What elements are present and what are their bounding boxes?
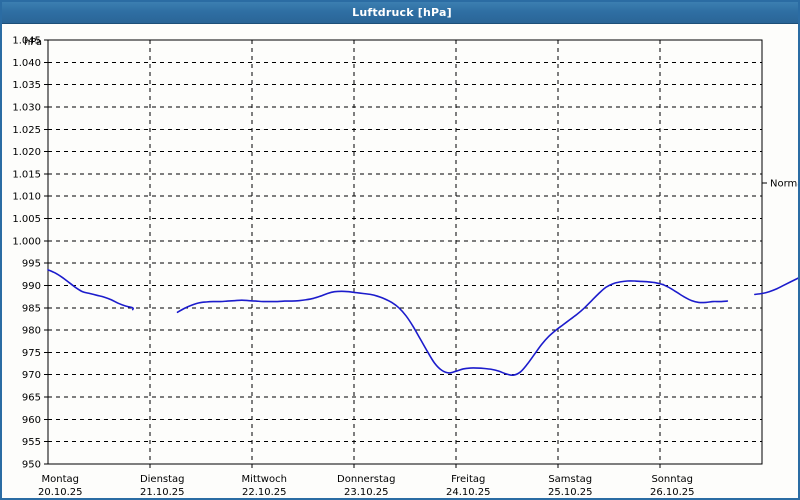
vertical-gridlines	[149, 40, 661, 468]
y-axis-tick-label: 1.005	[12, 214, 41, 225]
x-axis-date-label: 24.10.25	[446, 487, 491, 498]
series-line-segment	[47, 269, 134, 311]
y-axis-tick-labels: 1.045 1.040 1.035 1.030 1.025 1.020 1.015 1.010…	[12, 36, 41, 471]
y-axis-tick-label: 1.045	[12, 36, 41, 47]
y-axis-tick-label: 965	[22, 393, 41, 404]
y-axis-tick-label: 1.000	[12, 236, 41, 247]
y-axis-tick-label: 985	[22, 303, 41, 314]
y-axis-tick-label: 1.030	[12, 102, 41, 113]
x-axis-tick-labels: Montag 20.10.25 Dienstag 21.10.25 Mittwoch 22…	[38, 474, 695, 498]
y-axis-tick-label: 970	[22, 370, 41, 381]
x-axis-date-label: 23.10.25	[344, 487, 389, 498]
y-axis-tick-label: 1.010	[12, 192, 41, 203]
y-axis-tick-label: 1.025	[12, 125, 41, 136]
x-axis-day-label: Dienstag	[140, 474, 185, 485]
y-axis-tick-label: 960	[22, 415, 41, 426]
y-axis-tick-label: 1.015	[12, 169, 41, 180]
series-line-segment	[754, 277, 798, 296]
window-title-bar: Luftdruck [hPa]	[2, 2, 798, 24]
normal-level-label: Normal	[770, 178, 798, 189]
chart-canvas: 1.045 1.040 1.035 1.030 1.025 1.020 1.015 1.010…	[2, 24, 798, 498]
x-axis-date-label: 20.10.25	[38, 487, 83, 498]
y-axis-tick-label: 1.035	[12, 80, 41, 91]
x-axis-date-label: 26.10.25	[650, 487, 695, 498]
normal-annotation: Normal	[762, 178, 798, 189]
x-axis-day-label: Mittwoch	[242, 474, 287, 485]
y-axis-tick-label: 980	[22, 326, 41, 337]
x-axis-date-label: 22.10.25	[242, 487, 287, 498]
horizontal-gridlines	[44, 39, 762, 465]
x-axis-day-label: Freitag	[451, 474, 485, 485]
y-axis-tick-label: 950	[22, 460, 41, 471]
y-axis-tick-label: 1.020	[12, 147, 41, 158]
window-title: Luftdruck [hPa]	[352, 6, 452, 19]
axis-frame	[47, 39, 763, 465]
x-axis-day-label: Sonntag	[651, 474, 693, 485]
series-line-segment	[662, 283, 729, 304]
x-axis-date-label: 21.10.25	[140, 487, 185, 498]
y-axis-tick-label: 995	[22, 259, 41, 270]
series-luftdruck	[47, 269, 798, 377]
y-axis-tick-label: 990	[22, 281, 41, 292]
x-axis-day-label: Donnerstag	[337, 474, 395, 485]
x-axis-date-label: 25.10.25	[548, 487, 593, 498]
x-axis-day-label: Samstag	[548, 474, 592, 485]
y-axis-tick-label: 975	[22, 348, 41, 359]
x-axis-day-label: Montag	[41, 474, 78, 485]
y-axis-unit-label: hPa	[24, 37, 42, 48]
y-axis-tick-label: 1.040	[12, 58, 41, 69]
y-axis-tick-label: 955	[22, 437, 41, 448]
pressure-line-chart: 1.045 1.040 1.035 1.030 1.025 1.020 1.015 1.010…	[12, 36, 798, 498]
series-line-segment	[176, 280, 664, 377]
